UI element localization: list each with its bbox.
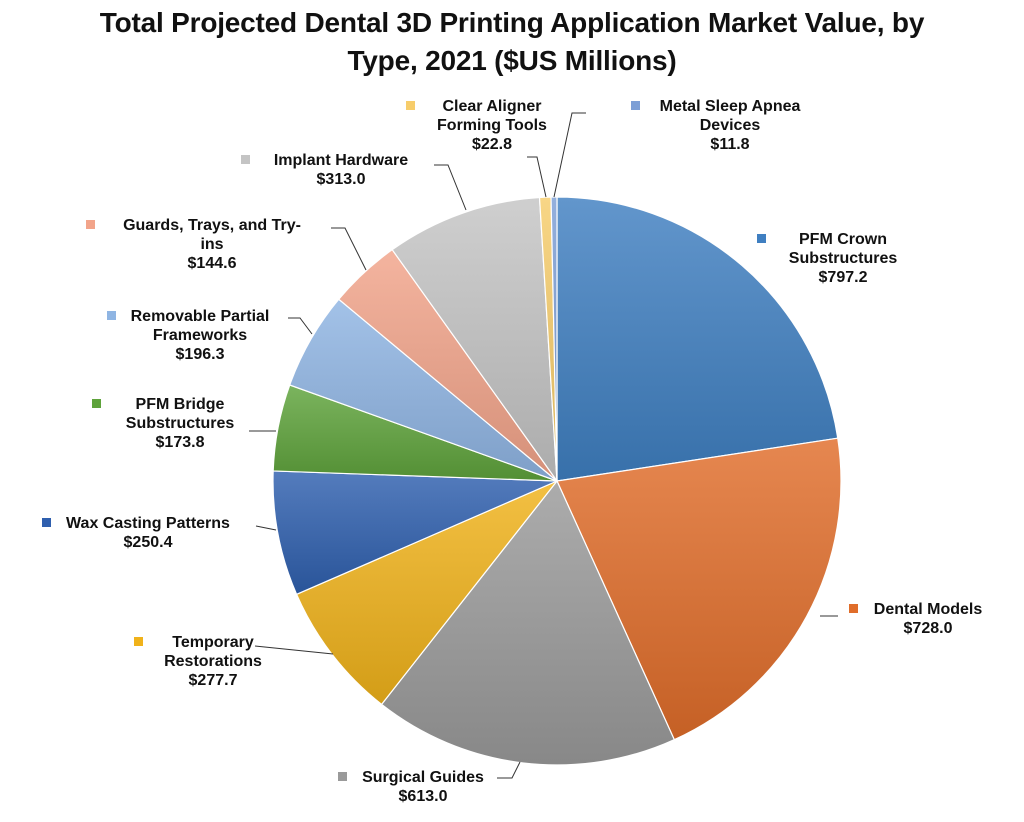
slice-name-label: Guards, Trays, and Try-ins xyxy=(123,217,301,253)
slice-value-label: $22.8 xyxy=(472,136,512,153)
leader-line-metal-sleep-apnea-devices xyxy=(553,112,586,198)
legend-marker-pfm-bridge-substructures xyxy=(92,399,101,408)
data-label-temporary-restorations: Temporary Restorations $277.7 xyxy=(134,634,262,689)
leader-line-surgical-guides xyxy=(497,761,521,779)
pie-slices xyxy=(272,196,842,766)
slice-name-label: Implant Hardware xyxy=(274,152,408,169)
leader-line-guards-trays-and-try-ins xyxy=(331,227,367,271)
data-label-metal-sleep-apnea-devices: Metal Sleep Apnea Devices $11.8 xyxy=(631,98,800,153)
slice-name-label: Wax Casting Patterns xyxy=(66,515,230,532)
slice-value-label: $277.7 xyxy=(189,672,238,689)
legend-marker-removable-partial-frameworks xyxy=(107,311,116,320)
leader-line-removable-partial-frameworks xyxy=(288,317,313,335)
slice-metal-sleep-apnea-devices xyxy=(550,196,558,482)
data-label-pfm-crown-substructures: PFM Crown Substructures $797.2 xyxy=(757,231,897,286)
data-label-dental-models: Dental Models $728.0 xyxy=(849,601,982,637)
slice-value-label: $313.0 xyxy=(317,171,366,188)
slice-name-label: Clear Aligner Forming Tools xyxy=(437,98,547,134)
data-label-clear-aligner-forming-tools: Clear Aligner Forming Tools $22.8 xyxy=(406,98,547,153)
data-label-wax-casting-patterns: Wax Casting Patterns $250.4 xyxy=(42,515,230,551)
slice-name-label: Metal Sleep Apnea Devices xyxy=(660,98,801,134)
slice-value-label: $250.4 xyxy=(124,534,173,551)
slice-implant-hardware xyxy=(391,196,558,484)
slice-name-label: Surgical Guides xyxy=(362,769,484,786)
slice-pfm-crown-substructures xyxy=(556,196,839,482)
legend-marker-dental-models xyxy=(849,604,858,613)
data-labels: PFM Crown Substructures $797.2 Dental Model… xyxy=(42,98,982,805)
leader-line-wax-casting-patterns xyxy=(255,525,277,531)
slice-value-label: $173.8 xyxy=(156,434,205,451)
slice-value-label: $11.8 xyxy=(710,136,749,153)
slice-name-label: Dental Models xyxy=(874,601,983,618)
legend-marker-metal-sleep-apnea-devices xyxy=(631,101,640,110)
chart-title-line-2: Type, 2021 ($US Millions) xyxy=(347,45,677,76)
slice-temporary-restorations xyxy=(295,480,558,706)
leader-line-implant-hardware xyxy=(434,164,467,211)
slice-value-label: $196.3 xyxy=(176,346,225,363)
data-label-surgical-guides: Surgical Guides $613.0 xyxy=(338,769,484,805)
slice-wax-casting-patterns xyxy=(272,470,558,596)
data-label-guards-trays-and-try-ins: Guards, Trays, and Try-ins $144.6 xyxy=(86,217,301,272)
leader-line-temporary-restorations xyxy=(254,645,334,655)
legend-marker-pfm-crown-substructures xyxy=(757,234,766,243)
slice-name-label: PFM Crown Substructures xyxy=(789,231,898,267)
legend-marker-wax-casting-patterns xyxy=(42,518,51,527)
slice-value-label: $613.0 xyxy=(399,788,448,805)
legend-marker-temporary-restorations xyxy=(134,637,143,646)
slice-dental-models xyxy=(556,437,842,741)
data-label-implant-hardware: Implant Hardware $313.0 xyxy=(241,152,408,188)
slice-name-label: Removable Partial Frameworks xyxy=(131,308,270,344)
slice-value-label: $144.6 xyxy=(188,255,237,272)
slice-value-label: $797.2 xyxy=(819,269,868,286)
leader-line-clear-aligner-forming-tools xyxy=(527,156,547,198)
slice-name-label: PFM Bridge Substructures xyxy=(126,396,235,432)
data-label-removable-partial-frameworks: Removable Partial Frameworks $196.3 xyxy=(107,308,269,363)
legend-marker-implant-hardware xyxy=(241,155,250,164)
legend-marker-surgical-guides xyxy=(338,772,347,781)
data-label-pfm-bridge-substructures: PFM Bridge Substructures $173.8 xyxy=(92,396,234,451)
slice-name-label: Temporary Restorations xyxy=(164,634,262,670)
chart-title-line-1: Total Projected Dental 3D Printing Appli… xyxy=(99,7,925,38)
legend-marker-guards-trays-and-try-ins xyxy=(86,220,95,229)
legend-marker-clear-aligner-forming-tools xyxy=(406,101,415,110)
slice-surgical-guides xyxy=(380,479,676,766)
slice-value-label: $728.0 xyxy=(904,620,953,637)
leader-lines xyxy=(249,112,838,779)
chart-title: Total Projected Dental 3D Printing Appli… xyxy=(0,4,1024,80)
